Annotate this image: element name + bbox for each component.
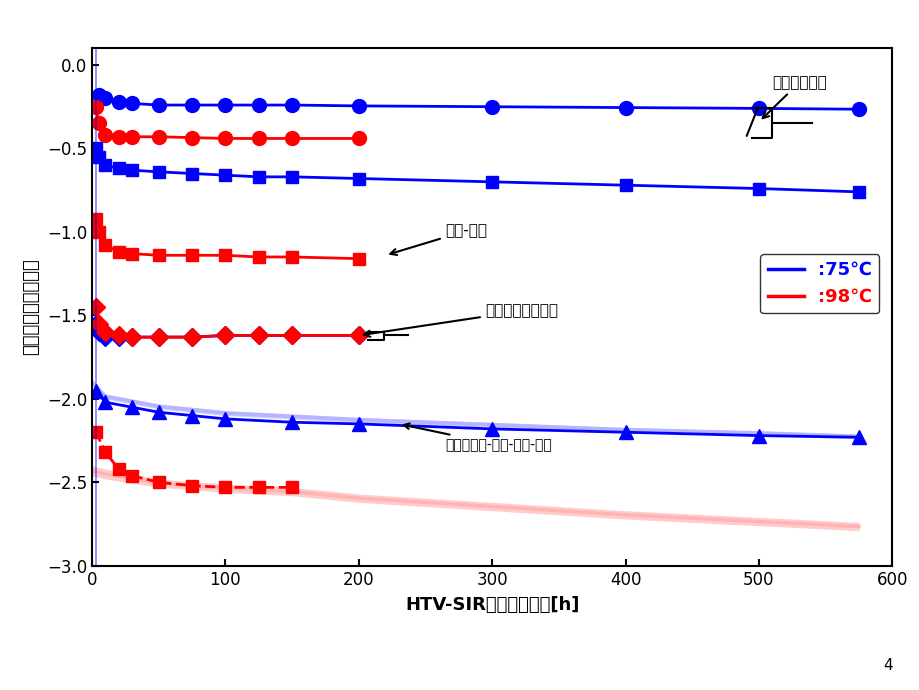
Text: 最初から乾燥: 最初から乾燥: [762, 75, 826, 118]
Text: 4: 4: [882, 658, 891, 673]
X-axis label: HTV-SIRの举燥時間　[h]: HTV-SIRの举燥時間 [h]: [404, 595, 579, 613]
Text: 水浸-乾燥: 水浸-乾燥: [390, 224, 487, 255]
Text: 図2　举燥回復過程による重量変化: 図2 举燥回復過程による重量変化: [265, 641, 507, 664]
Y-axis label: 重量変化率　［％］: 重量変化率 ［％］: [22, 259, 40, 355]
Text: ヘキサン浸－乾燥: ヘキサン浸－乾燥: [363, 304, 558, 337]
Text: ヘキサン浸-乾燥-水浸-乾燥: ヘキサン浸-乾燥-水浸-乾燥: [403, 424, 551, 452]
Legend: :75℃, :98℃: :75℃, :98℃: [759, 254, 879, 313]
